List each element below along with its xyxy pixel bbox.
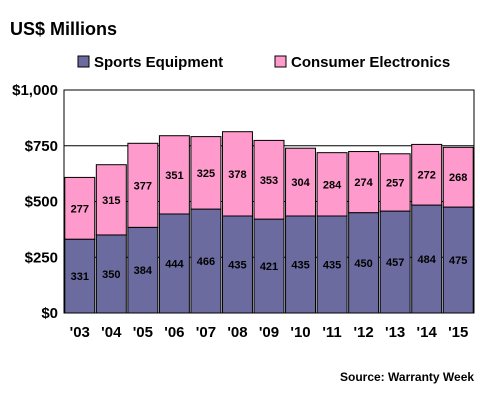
- x-tick-label: '09: [259, 324, 279, 341]
- bar-segment-consumer-electronics: [316, 152, 348, 217]
- bar-segment-sports-equipment: [379, 210, 411, 314]
- data-label: 268: [449, 172, 467, 184]
- y-tick-label: $500: [25, 194, 58, 211]
- bar-segment-consumer-electronics: [285, 147, 317, 217]
- bar-segment-sports-equipment: [348, 212, 380, 314]
- x-tick-label: '13: [385, 324, 405, 341]
- bar-segment-sports-equipment: [95, 234, 127, 314]
- y-tick-label: $1,000: [12, 82, 58, 99]
- data-label: 351: [165, 170, 183, 182]
- data-label: 274: [354, 177, 373, 189]
- plot-area: $0 $250 $500 $750 $1,000 331 277 '03 350 315 '04 38…: [12, 82, 475, 341]
- data-label: 444: [165, 258, 184, 270]
- data-label: 484: [418, 254, 437, 266]
- bar-segment-consumer-electronics: [442, 146, 474, 208]
- data-label: 353: [260, 175, 278, 187]
- y-tick-label: $0: [41, 305, 58, 322]
- bar-segment-consumer-electronics: [64, 176, 96, 240]
- data-label: 378: [228, 169, 246, 181]
- bar-segment-consumer-electronics: [127, 142, 159, 228]
- x-tick-label: '10: [290, 324, 310, 341]
- bar-segment-consumer-electronics: [253, 139, 285, 220]
- bar-segment-sports-equipment: [158, 213, 190, 314]
- data-label: 257: [386, 177, 404, 189]
- x-tick-label: '04: [101, 324, 122, 341]
- data-label: 377: [134, 180, 152, 192]
- x-tick-label: '06: [164, 324, 184, 341]
- bar-segment-sports-equipment: [64, 238, 96, 314]
- y-tick-label: $250: [25, 249, 58, 266]
- x-tick-label: '14: [417, 324, 438, 341]
- data-label: 435: [228, 259, 246, 271]
- data-label: 350: [102, 269, 120, 281]
- data-label: 304: [291, 177, 310, 189]
- data-label: 331: [71, 271, 89, 283]
- x-tick-label: '08: [227, 324, 247, 341]
- x-tick-label: '12: [353, 324, 373, 341]
- data-label: 475: [449, 255, 467, 267]
- data-label: 435: [323, 259, 341, 271]
- bar-segment-consumer-electronics: [221, 131, 253, 217]
- legend-swatch-consumer-electronics: [274, 55, 287, 68]
- legend-label-consumer-electronics: Consumer Electronics: [291, 54, 450, 71]
- legend-swatch-sports-equipment: [77, 55, 90, 68]
- data-label: 315: [102, 195, 120, 207]
- data-label: 450: [354, 258, 372, 270]
- bar-segment-sports-equipment: [221, 215, 253, 314]
- y-tick-label: $750: [25, 138, 58, 155]
- bar-segment-consumer-electronics: [190, 136, 222, 210]
- bar-segment-sports-equipment: [285, 215, 317, 314]
- x-tick-label: '11: [322, 324, 341, 341]
- legend-label-sports-equipment: Sports Equipment: [94, 54, 223, 71]
- bar-segment-sports-equipment: [316, 215, 348, 314]
- chart-title: US$ Millions: [10, 19, 117, 39]
- data-label: 325: [197, 168, 215, 180]
- bar-segment-consumer-electronics: [379, 153, 411, 212]
- bar-segment-consumer-electronics: [95, 164, 127, 236]
- bar-segment-sports-equipment: [190, 208, 222, 314]
- data-label: 272: [418, 170, 436, 182]
- x-tick-label: '15: [448, 324, 468, 341]
- data-label: 284: [323, 179, 342, 191]
- bar-segment-consumer-electronics: [411, 143, 443, 206]
- data-label: 435: [291, 259, 309, 271]
- x-tick-label: '05: [133, 324, 153, 341]
- x-tick-label: '03: [70, 324, 90, 341]
- bar-segment-sports-equipment: [253, 218, 285, 314]
- data-label: 466: [197, 256, 215, 268]
- bar-segment-sports-equipment: [442, 206, 474, 314]
- data-label: 421: [260, 261, 278, 273]
- bar-segment-sports-equipment: [127, 226, 159, 314]
- x-tick-label: '07: [196, 324, 216, 341]
- bar-segment-consumer-electronics: [158, 135, 190, 215]
- data-label: 457: [386, 257, 404, 269]
- source-note: Source: Warranty Week: [340, 370, 474, 384]
- data-label: 384: [134, 265, 153, 277]
- legend: Sports Equipment Consumer Electronics: [77, 54, 450, 71]
- bar-segment-consumer-electronics: [348, 151, 380, 214]
- data-label: 277: [71, 203, 89, 215]
